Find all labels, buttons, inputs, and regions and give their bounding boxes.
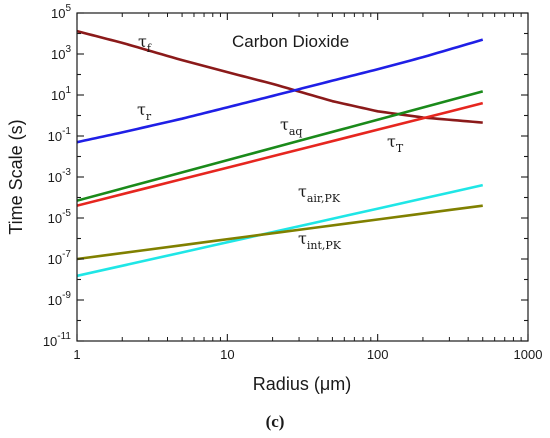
- series-line-tau-int-pk: [77, 204, 483, 261]
- x-tick-label: 1: [73, 347, 80, 362]
- figure-caption: (c): [266, 412, 285, 431]
- curve-label-tau-aq: τaq: [280, 115, 302, 138]
- series-line-tau-f: [77, 29, 483, 124]
- curve-label-tau-f: τf: [138, 32, 152, 55]
- x-tick-label: 100: [367, 347, 389, 362]
- tick-labels-layer: 1 10 100 1000 10-11 10-9 10-7 10-5 10-3 10-1 101 10…: [43, 3, 543, 362]
- y-tick-label: 10-9: [48, 290, 72, 308]
- curve-label-tau-air-pk: τair,PK: [298, 182, 341, 205]
- x-tick-label: 1000: [514, 347, 543, 362]
- y-tick-label: 10-3: [48, 167, 72, 185]
- ticks-layer: [76, 12, 529, 342]
- y-tick-label: 101: [51, 85, 71, 103]
- plot-frame: [76, 12, 529, 342]
- y-tick-label: 10-1: [48, 126, 72, 144]
- series-line-tau-r: [77, 38, 484, 144]
- curve-label-tau-int-pk: τint,PK: [298, 229, 342, 252]
- series-line-tau-aq: [77, 90, 484, 202]
- y-axis-title: Time Scale (s): [6, 119, 26, 234]
- y-tick-label: 105: [51, 3, 71, 21]
- series-line-tau-air-pk: [77, 183, 484, 278]
- annotations-layer: τf τr τaq τT τair,PK τint,PK: [137, 32, 404, 252]
- chart-title: Carbon Dioxide: [232, 32, 349, 51]
- series-line-tau-T: [77, 101, 484, 207]
- curve-label-tau-T: τT: [387, 132, 404, 155]
- y-tick-label: 103: [51, 44, 71, 62]
- curve-label-tau-r: τr: [137, 100, 152, 123]
- y-tick-label: 10-11: [43, 331, 72, 349]
- x-tick-label: 10: [220, 347, 234, 362]
- x-axis-title: Radius (μm): [253, 374, 351, 394]
- y-tick-label: 10-5: [48, 208, 72, 226]
- series-layer: [77, 29, 484, 278]
- y-tick-label: 10-7: [48, 249, 72, 267]
